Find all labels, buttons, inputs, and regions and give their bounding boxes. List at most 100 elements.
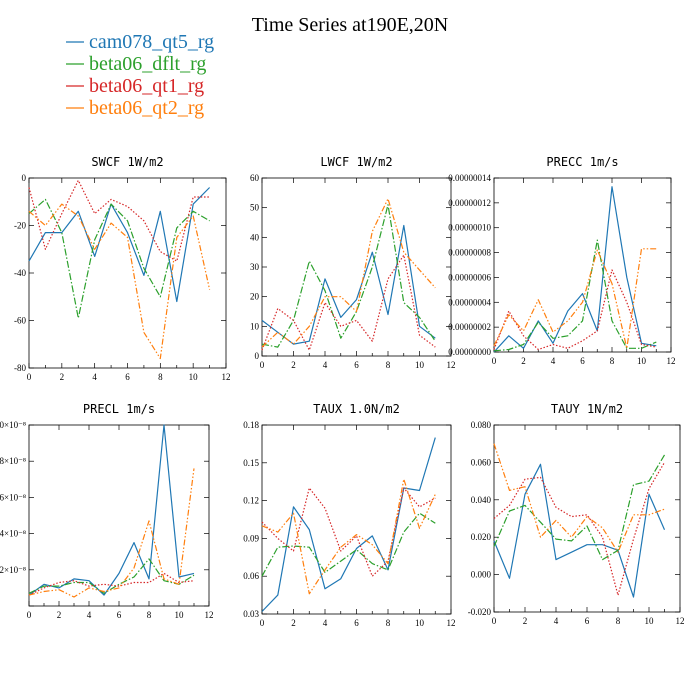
legend: cam078_qt5_rgbeta06_dflt_rgbeta06_qt1_rg… xyxy=(66,31,214,119)
x-tick-label: 4 xyxy=(87,610,92,620)
panel-title: PRECC 1m/s xyxy=(546,155,618,169)
y-tick-label: 60 xyxy=(250,173,260,183)
y-tick-label: 0.080 xyxy=(471,420,492,430)
legend-label: cam078_qt5_rg xyxy=(89,31,214,53)
figure-title: Time Series at190E,20N xyxy=(252,14,448,36)
series-line-beta06_qt1_rg xyxy=(493,269,657,351)
x-tick-label: 4 xyxy=(551,356,556,366)
series-line-cam078_qt5_rg xyxy=(493,463,666,598)
series-line-cam078_qt5_rg xyxy=(28,187,211,303)
series-line-beta06_dflt_rg xyxy=(493,239,657,352)
legend-label: beta06_qt2_rg xyxy=(89,97,204,119)
y-tick-label: 0.00000010 xyxy=(448,223,491,233)
y-tick-label: 0.06 xyxy=(243,571,259,581)
series-line-beta06_qt2_rg xyxy=(261,198,436,348)
plot-frame xyxy=(493,424,681,613)
y-tick-label: 0.00000004 xyxy=(448,297,491,307)
y-tick-label: 10×10⁻⁸ xyxy=(0,420,26,430)
series-line-beta06_dflt_rg xyxy=(261,204,436,348)
x-tick-label: 0 xyxy=(27,610,32,620)
series-line-beta06_qt2_rg xyxy=(493,443,665,553)
legend-item-cam078_qt5_rg: cam078_qt5_rg xyxy=(66,31,214,53)
y-tick-label: 0.03 xyxy=(243,609,259,619)
x-tick-label: 4 xyxy=(92,372,97,382)
x-tick-label: 0 xyxy=(492,616,497,626)
x-tick-label: 8 xyxy=(616,616,621,626)
y-tick-label: 0 xyxy=(22,173,27,183)
x-tick-label: 4 xyxy=(323,360,328,370)
x-tick-label: 6 xyxy=(117,610,122,620)
series-line-beta06_dflt_rg xyxy=(28,558,195,594)
x-tick-label: 2 xyxy=(523,616,528,626)
y-tick-label: 4×10⁻⁸ xyxy=(0,529,26,539)
x-tick-label: 12 xyxy=(667,356,676,366)
y-tick-label: -80 xyxy=(14,363,26,373)
y-tick-label: 8×10⁻⁸ xyxy=(0,456,26,466)
y-tick-label: 0.00000000 xyxy=(448,347,491,357)
y-tick-label: 0.020 xyxy=(471,532,492,542)
plot-frame xyxy=(28,424,210,607)
x-tick-label: 6 xyxy=(580,356,585,366)
x-tick-label: 10 xyxy=(175,610,185,620)
x-tick-label: 10 xyxy=(189,372,199,382)
legend-item-beta06_qt1_rg: beta06_qt1_rg xyxy=(66,75,204,97)
x-tick-label: 6 xyxy=(354,360,359,370)
y-tick-label: 0.040 xyxy=(471,495,492,505)
x-tick-label: 0 xyxy=(260,360,265,370)
x-tick-label: 10 xyxy=(637,356,647,366)
panel-title: TAUX 1.0N/m2 xyxy=(313,402,400,416)
series-line-beta06_qt2_rg xyxy=(28,203,211,360)
y-tick-label: 30 xyxy=(250,262,260,272)
y-tick-label: 0.00000006 xyxy=(448,272,491,282)
plot-frame xyxy=(261,424,452,615)
y-tick-label: -20 xyxy=(14,221,26,231)
series-line-beta06_dflt_rg xyxy=(28,198,210,319)
legend-item-beta06_qt2_rg: beta06_qt2_rg xyxy=(66,97,204,119)
series-line-beta06_dflt_rg xyxy=(261,512,436,577)
panel-title: LWCF 1W/m2 xyxy=(320,155,392,169)
y-tick-label: 50 xyxy=(250,203,260,213)
y-tick-label: 0.12 xyxy=(243,496,259,506)
series-line-beta06_qt2_rg xyxy=(493,248,657,349)
y-tick-label: 6×10⁻⁸ xyxy=(0,492,26,502)
y-tick-label: 0.000 xyxy=(471,570,492,580)
y-tick-label: -60 xyxy=(14,316,26,326)
x-tick-label: 8 xyxy=(158,372,163,382)
plot-frame xyxy=(28,177,227,369)
y-tick-label: 0.18 xyxy=(243,420,259,430)
chart-panels: SWCF 1W/m2 0 2 4 6 8 10 12 -80 -60 -40 -20 0 LWCF 1W/… xyxy=(0,155,685,628)
panel-5: TAUX 1.0N/m2 0 2 4 6 8 10 12 0.03 0.06 0.09 0.12 0.1… xyxy=(243,402,455,628)
series-line-beta06_qt1_rg xyxy=(493,462,666,596)
legend-label: beta06_qt1_rg xyxy=(89,75,204,97)
x-tick-label: 0 xyxy=(27,372,32,382)
series-line-beta06_qt2_rg xyxy=(28,468,195,598)
y-tick-label: 20 xyxy=(250,292,260,302)
panel-4: PRECL 1m/s 0 2 4 6 8 10 12 2×10⁻⁸ 4×10⁻⁸ 6×10⁻⁸ 8×1… xyxy=(0,402,214,620)
x-tick-label: 12 xyxy=(222,372,231,382)
series-line-beta06_qt1_rg xyxy=(28,179,210,262)
panel-2: LWCF 1W/m2 0 2 4 6 8 10 12 0 10 20 30 40 50 60 xyxy=(250,155,456,370)
y-tick-label: -40 xyxy=(14,268,26,278)
x-tick-label: 12 xyxy=(447,618,456,628)
y-tick-label: -0.020 xyxy=(468,607,492,617)
y-tick-label: 10 xyxy=(250,321,260,331)
y-tick-label: 0.00000014 xyxy=(448,173,491,183)
x-tick-label: 10 xyxy=(645,616,655,626)
panel-title: SWCF 1W/m2 xyxy=(91,155,163,169)
x-tick-label: 12 xyxy=(676,616,685,626)
y-tick-label: 0.00000008 xyxy=(448,248,491,258)
x-tick-label: 8 xyxy=(386,618,391,628)
series-line-cam078_qt5_rg xyxy=(493,186,657,353)
x-tick-label: 10 xyxy=(415,360,425,370)
y-tick-label: 0.00000012 xyxy=(448,198,491,208)
x-tick-label: 0 xyxy=(260,618,265,628)
panel-6: TAUY 1N/m2 0 2 4 6 8 10 12 -0.020 0.000 0.020 0.040… xyxy=(468,402,685,626)
series-line-cam078_qt5_rg xyxy=(261,437,436,612)
x-tick-label: 4 xyxy=(323,618,328,628)
series-line-beta06_qt1_rg xyxy=(28,572,195,596)
y-tick-label: 0.09 xyxy=(243,533,259,543)
series-line-cam078_qt5_rg xyxy=(28,424,195,596)
x-tick-label: 8 xyxy=(147,610,152,620)
x-tick-label: 2 xyxy=(521,356,526,366)
